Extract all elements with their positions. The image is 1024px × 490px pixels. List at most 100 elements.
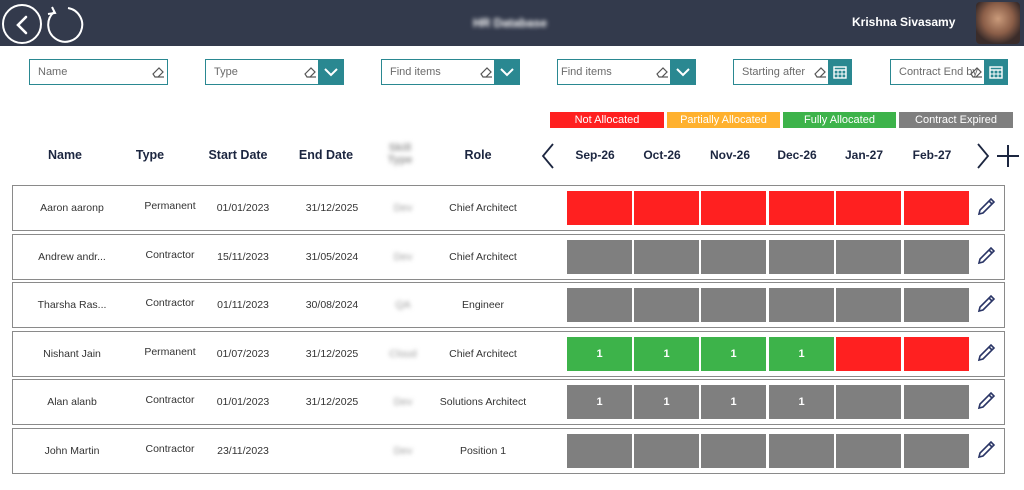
find-items-dropdown-2[interactable]: Find items <box>557 59 696 85</box>
legend-contract-expired: Contract Expired <box>899 112 1013 128</box>
allocation-cell <box>904 337 969 371</box>
row-start: 01/11/2023 <box>217 299 269 311</box>
row-role: Solutions Architect <box>439 396 527 408</box>
allocation-cell: 1 <box>567 337 632 371</box>
eraser-icon[interactable] <box>969 65 983 79</box>
chevron-down-icon <box>500 68 514 77</box>
row-end: 31/05/2024 <box>305 251 359 263</box>
app-title: HR Database <box>472 16 548 30</box>
row-name: Tharsha Ras... <box>37 299 107 311</box>
back-arrow-icon <box>16 15 28 35</box>
edit-pencil-icon[interactable] <box>975 439 997 461</box>
allocation-cell <box>904 240 969 274</box>
edit-pencil-icon[interactable] <box>975 196 997 218</box>
column-header-type: Type <box>135 148 165 162</box>
edit-pencil-icon[interactable] <box>975 342 997 364</box>
eraser-icon[interactable] <box>479 65 493 79</box>
previous-month-icon[interactable] <box>540 142 556 170</box>
contract-end-date-picker[interactable]: Contract End by <box>890 59 1008 85</box>
row-role: Engineer <box>461 299 505 311</box>
find-items-dropdown-1[interactable]: Find items <box>381 59 520 85</box>
allocation-cell <box>836 288 901 322</box>
eraser-icon[interactable] <box>303 65 317 79</box>
row-skill: Dev <box>393 396 413 408</box>
column-header-end-date: End Date <box>298 148 354 162</box>
row-skill: QA <box>395 299 411 311</box>
row-skill: Dev <box>393 251 413 263</box>
month-header: Dec-26 <box>777 148 817 162</box>
allocation-cell <box>567 288 632 322</box>
name-search-input[interactable]: Name <box>29 59 168 85</box>
allocation-cell <box>567 191 632 225</box>
user-name: Krishna Sivasamy <box>852 15 956 29</box>
row-name: Alan alanb <box>47 396 97 408</box>
refresh-button[interactable] <box>44 4 84 44</box>
row-end: 31/12/2025 <box>305 348 359 360</box>
column-header-skill-type: Skill Type <box>387 142 413 166</box>
column-header-name: Name <box>47 148 83 162</box>
eraser-icon[interactable] <box>813 65 827 79</box>
row-role: Chief Architect <box>449 202 517 214</box>
calendar-icon <box>833 66 847 79</box>
row-start: 01/01/2023 <box>216 202 270 214</box>
allocation-cell <box>634 240 699 274</box>
table-row[interactable]: Aaron aaronp Permanent 01/01/2023 31/12/202… <box>12 185 1005 231</box>
row-name: John Martin <box>44 445 100 457</box>
type-dropdown-button[interactable] <box>318 59 344 85</box>
allocation-cell <box>701 434 766 468</box>
table-row[interactable]: Alan alanb Contractor 01/01/2023 31/12/2025… <box>12 379 1005 425</box>
month-header: Sep-26 <box>575 148 615 162</box>
allocation-cell: 1 <box>701 337 766 371</box>
allocation-cell <box>701 240 766 274</box>
allocation-cell <box>769 240 834 274</box>
edit-pencil-icon[interactable] <box>975 293 997 315</box>
table-row[interactable]: Tharsha Ras... Contractor 01/11/2023 30/08/… <box>12 282 1005 328</box>
find-items-placeholder-1: Find items <box>390 66 441 78</box>
allocation-cell <box>634 434 699 468</box>
edit-pencil-icon[interactable] <box>975 390 997 412</box>
row-type: Contractor <box>145 443 195 455</box>
back-button[interactable] <box>2 4 42 44</box>
row-end: 31/12/2025 <box>305 396 359 408</box>
starting-after-date-picker[interactable]: Starting after <box>733 59 852 85</box>
chevron-down-icon <box>676 68 690 77</box>
row-start: 15/11/2023 <box>217 251 269 263</box>
allocation-cell: 1 <box>769 337 834 371</box>
allocation-cell <box>567 434 632 468</box>
row-start: 01/07/2023 <box>216 348 270 360</box>
column-header-start-date: Start Date <box>208 148 268 162</box>
row-type: Permanent <box>144 346 196 358</box>
table-row[interactable]: Andrew andr... Contractor 15/11/2023 31/05/… <box>12 234 1005 280</box>
row-end: 30/08/2024 <box>305 299 359 311</box>
starting-after-placeholder: Starting after <box>742 66 805 78</box>
find-items-dropdown-button-1[interactable] <box>494 59 520 85</box>
row-name: Aaron aaronp <box>40 202 104 214</box>
row-skill: Dev <box>393 445 413 457</box>
allocation-cell <box>701 191 766 225</box>
month-header: Feb-27 <box>912 148 952 162</box>
add-icon[interactable] <box>996 144 1020 168</box>
eraser-icon[interactable] <box>655 65 669 79</box>
edit-pencil-icon[interactable] <box>975 245 997 267</box>
legend-not-allocated: Not Allocated <box>550 112 664 128</box>
next-month-icon[interactable] <box>975 142 991 170</box>
name-search-placeholder: Name <box>38 66 68 78</box>
starting-after-calendar-button[interactable] <box>828 59 852 85</box>
user-avatar[interactable] <box>976 2 1020 44</box>
eraser-icon[interactable] <box>151 65 165 79</box>
table-row[interactable]: Nishant Jain Permanent 01/07/2023 31/12/202… <box>12 331 1005 377</box>
table-row[interactable]: John Martin Contractor 23/11/2023 Dev Positi… <box>12 428 1005 474</box>
legend-fully-allocated: Fully Allocated <box>783 112 896 128</box>
find-items-dropdown-button-2[interactable] <box>670 59 696 85</box>
allocation-cell: 1 <box>634 385 699 419</box>
contract-end-calendar-button[interactable] <box>984 59 1008 85</box>
type-dropdown[interactable]: Type <box>205 59 344 85</box>
allocation-cell <box>701 288 766 322</box>
row-type: Contractor <box>145 297 195 309</box>
row-name: Andrew andr... <box>38 251 106 263</box>
row-skill: Cloud <box>389 348 417 360</box>
row-role: Chief Architect <box>449 251 517 263</box>
row-start: 01/01/2023 <box>216 396 270 408</box>
allocation-cell <box>836 337 901 371</box>
legend-partially-allocated: Partially Allocated <box>667 112 780 128</box>
